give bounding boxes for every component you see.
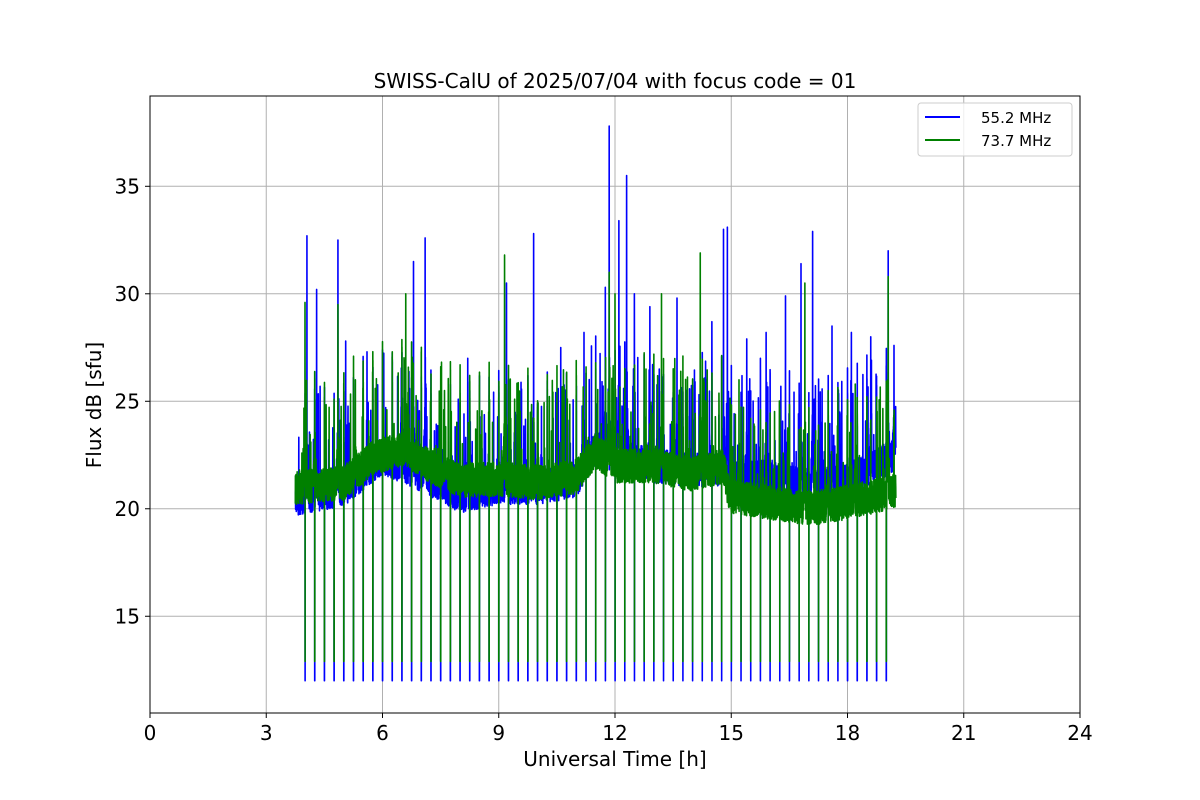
x-tick-label: 6	[376, 721, 389, 745]
series-layer	[294, 125, 897, 682]
x-tick-label: 0	[144, 721, 157, 745]
y-tick-label: 25	[115, 389, 140, 413]
legend: 55.2 MHz 73.7 MHz	[917, 102, 1073, 157]
series-line-73-7-mhz	[294, 252, 897, 663]
legend-label-73-7: 73.7 MHz	[981, 132, 1051, 150]
y-axis-ticks: 15 20 25 30 35	[115, 174, 150, 628]
y-tick-label: 35	[115, 174, 140, 198]
y-tick-label: 30	[115, 282, 140, 306]
x-tick-label: 9	[492, 721, 505, 745]
x-tick-label: 18	[835, 721, 860, 745]
plot-area	[294, 125, 897, 682]
x-tick-label: 21	[951, 721, 976, 745]
legend-label-55-2: 55.2 MHz	[981, 109, 1051, 127]
y-tick-label: 20	[115, 497, 140, 521]
x-tick-label: 15	[719, 721, 744, 745]
x-tick-label: 12	[602, 721, 627, 745]
chart-title: SWISS-CalU of 2025/07/04 with focus code…	[374, 69, 857, 93]
x-axis-label: Universal Time [h]	[523, 747, 706, 771]
y-axis-label: Flux dB [sfu]	[82, 342, 106, 468]
x-tick-label: 24	[1067, 721, 1092, 745]
x-tick-label: 3	[260, 721, 273, 745]
y-tick-label: 15	[115, 604, 140, 628]
x-axis-ticks: 0 3 6 9 12 15 18 21 24	[144, 713, 1093, 745]
